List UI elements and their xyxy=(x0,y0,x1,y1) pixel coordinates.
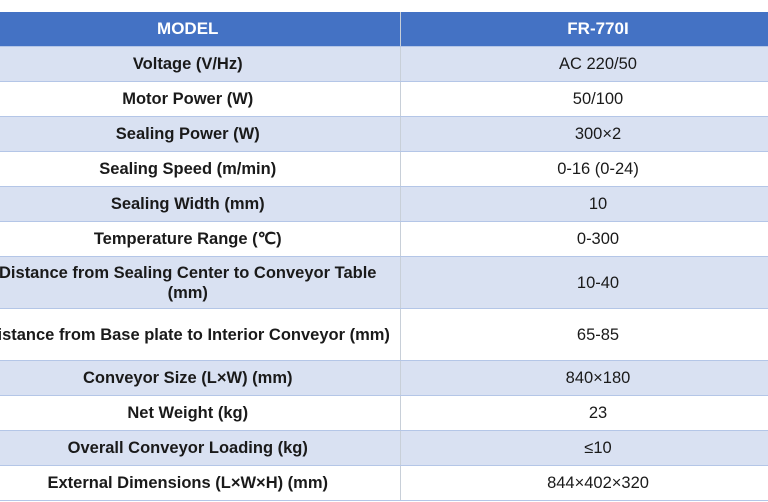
table-row: Motor Power (W) 50/100 xyxy=(0,81,768,117)
spec-value: 65-85 xyxy=(400,308,768,361)
table-row: External Dimensions (L×W×H) (mm) 844×402×… xyxy=(0,465,768,501)
header-label: MODEL xyxy=(0,12,401,47)
header-model: FR-770I xyxy=(400,12,768,47)
spec-value: 0-16 (0-24) xyxy=(400,151,768,187)
spec-label: Distance from Sealing Center to Conveyor… xyxy=(0,256,401,309)
spec-label: Conveyor Size (L×W) (mm) xyxy=(0,360,401,396)
spec-value: 23 xyxy=(400,395,768,431)
spec-label: External Dimensions (L×W×H) (mm) xyxy=(0,465,401,501)
table-row: Sealing Power (W) 300×2 xyxy=(0,116,768,152)
table-row: Temperature Range (℃) 0-300 xyxy=(0,221,768,257)
spec-value: 50/100 xyxy=(400,81,768,117)
spec-label: Temperature Range (℃) xyxy=(0,221,401,257)
spec-value: 840×180 xyxy=(400,360,768,396)
header-row: MODEL FR-770I xyxy=(0,12,768,47)
spec-value: AC 220/50 xyxy=(400,46,768,82)
spec-value: 10-40 xyxy=(400,256,768,309)
spec-label: Distance from Base plate to Interior Con… xyxy=(0,308,401,361)
table-row: Net Weight (kg) 23 xyxy=(0,395,768,431)
spec-label: Sealing Speed (m/min) xyxy=(0,151,401,187)
spec-label: Net Weight (kg) xyxy=(0,395,401,431)
spec-value: 300×2 xyxy=(400,116,768,152)
table-row: Distance from Sealing Center to Conveyor… xyxy=(0,256,768,309)
spec-label: Sealing Width (mm) xyxy=(0,186,401,222)
spec-value: ≤10 xyxy=(400,430,768,466)
table-row: Overall Conveyor Loading (kg) ≤10 xyxy=(0,430,768,466)
table-row: Voltage (V/Hz) AC 220/50 xyxy=(0,46,768,82)
spec-label: Motor Power (W) xyxy=(0,81,401,117)
spec-label: Overall Conveyor Loading (kg) xyxy=(0,430,401,466)
table-row: Conveyor Size (L×W) (mm) 840×180 xyxy=(0,360,768,396)
spec-value: 844×402×320 xyxy=(400,465,768,501)
table-row: Sealing Speed (m/min) 0-16 (0-24) xyxy=(0,151,768,187)
table-row: Sealing Width (mm) 10 xyxy=(0,186,768,222)
spec-label: Sealing Power (W) xyxy=(0,116,401,152)
spec-value: 0-300 xyxy=(400,221,768,257)
spec-label: Voltage (V/Hz) xyxy=(0,46,401,82)
spec-table: MODEL FR-770I Voltage (V/Hz) AC 220/50 Mot… xyxy=(0,12,768,501)
table-row: Distance from Base plate to Interior Con… xyxy=(0,308,768,361)
spec-value: 10 xyxy=(400,186,768,222)
